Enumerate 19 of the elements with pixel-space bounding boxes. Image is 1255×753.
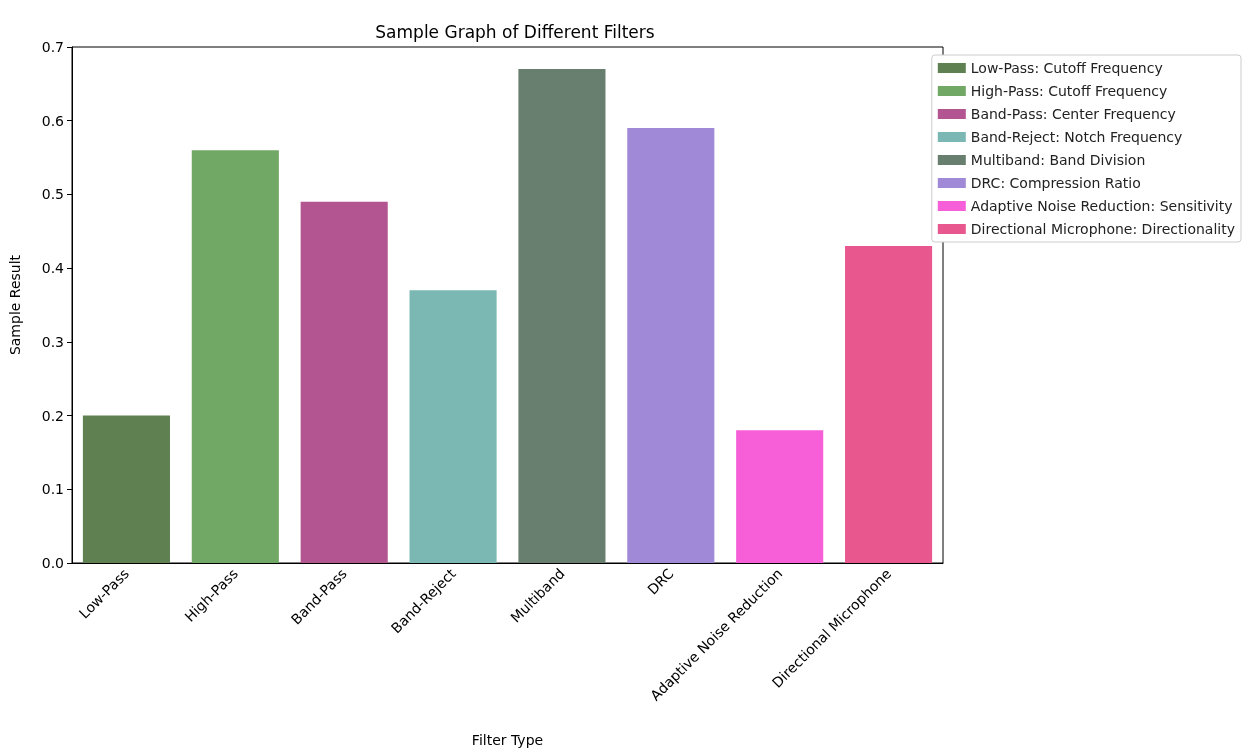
y-tick-label: 0.1 — [41, 481, 64, 498]
legend-label: High-Pass: Cutoff Frequency — [970, 83, 1168, 99]
legend-label: Adaptive Noise Reduction: Sensitivity — [970, 198, 1233, 214]
y-tick-label: 0.3 — [41, 333, 64, 350]
legend-label: DRC: Compression Ratio — [970, 175, 1141, 191]
legend-label: Band-Pass: Center Frequency — [970, 106, 1176, 122]
legend-label: Multiband: Band Division — [970, 152, 1146, 168]
chart-title: Sample Graph of Different Filters — [375, 21, 655, 42]
legend-label: Directional Microphone: Directionality — [970, 221, 1235, 237]
y-axis-title: Sample Result — [7, 254, 23, 356]
legend-label: Low-Pass: Cutoff Frequency — [970, 60, 1163, 76]
y-tick-label: 0.6 — [41, 112, 65, 129]
legend-label: Band-Reject: Notch Frequency — [970, 129, 1183, 145]
y-tick-label: 0.4 — [41, 260, 65, 277]
y-tick-label: 0.5 — [41, 186, 64, 203]
x-axis-title: Filter Type — [471, 732, 544, 748]
y-tick-label: 0.2 — [41, 407, 64, 424]
y-tick-label: 0.0 — [41, 555, 64, 571]
y-tick-label: 0.7 — [41, 39, 64, 55]
